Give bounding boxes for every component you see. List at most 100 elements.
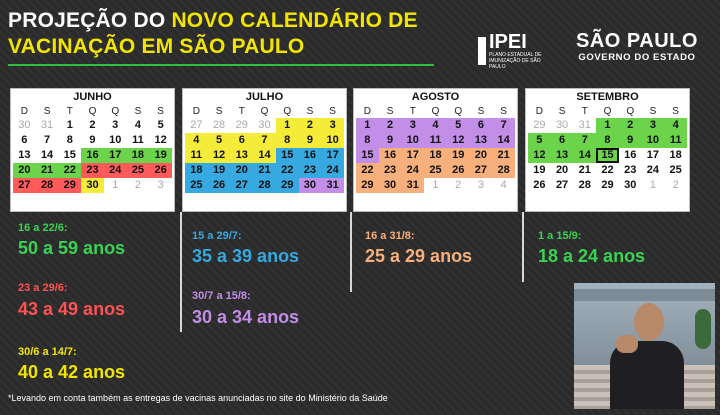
calendar-month-title: JUNHO	[73, 91, 112, 103]
calendar-day: 20	[555, 164, 569, 176]
calendar-day: 21	[253, 163, 276, 178]
calendar-day: 24	[103, 163, 127, 178]
calendar-day: 16	[624, 149, 637, 161]
group-dates-7: 1 a 15/9:	[538, 230, 582, 242]
group-ages-4: 35 a 39 anos	[192, 246, 300, 266]
calendar-day: 3	[641, 118, 665, 133]
calendar-day: 26	[149, 163, 172, 178]
calendar-day: 13	[230, 148, 254, 163]
calendar-day: 19	[446, 148, 470, 163]
group-dates-2: 23 a 29/6:	[18, 282, 68, 294]
weekday-header: Q	[88, 106, 97, 117]
group-ages-3: 40 a 42 anos	[18, 362, 126, 382]
calendar-day: 25	[185, 178, 208, 193]
calendar-day: 22	[601, 164, 614, 176]
calendar-day: 2	[378, 118, 402, 133]
calendar-day: 18	[669, 149, 682, 161]
calendar-day: 17	[646, 149, 660, 161]
title-underline	[8, 64, 434, 66]
calendar-day: 3	[112, 119, 119, 131]
weekday-header: T	[581, 106, 588, 117]
calendar-day: 27	[13, 178, 36, 193]
weekday-header: Q	[454, 106, 463, 117]
calendar-day: 19	[207, 163, 231, 178]
calendar-day: 5	[446, 118, 470, 133]
calendar-day: 9	[89, 134, 96, 146]
calendar-day: 1	[596, 118, 619, 133]
weekday-header: S	[477, 106, 485, 117]
calendar-day: 11	[664, 133, 687, 148]
calendar-day: 2	[134, 179, 141, 191]
calendar-day: 14	[492, 133, 515, 148]
calendar-day: 27	[555, 179, 569, 191]
calendar-grid: D S T Q Q S S 1 2 3 4 5 6 7 8 9 10 11 12 13 14 15 16 17 18 19 20 21…	[356, 104, 515, 193]
weekday-header: S	[215, 106, 223, 117]
calendar-june: JUNHO D S T Q Q S S 30 31 1 2 3 4 5 6 7 8 9 10 11 12 13 14 15 16 1…	[10, 88, 175, 212]
calendar-day: 6	[230, 133, 254, 148]
calendar-day: 31	[321, 178, 344, 193]
weekday-header: S	[672, 106, 679, 117]
calendar-day: 5	[157, 119, 164, 131]
weekday-header: S	[43, 106, 51, 117]
weekday-header: S	[649, 106, 657, 117]
calendar-day: 21	[35, 163, 59, 178]
calendar-day: 6	[21, 134, 28, 146]
calendar-day: 4	[424, 118, 447, 133]
weekday-header: D	[20, 106, 28, 117]
calendar-day: 9	[298, 133, 322, 148]
calendar-day: 1	[66, 119, 73, 131]
weekday-header: Q	[431, 106, 440, 117]
calendar-day: 2	[618, 118, 642, 133]
calendar-day: 29	[275, 178, 299, 193]
calendar-day: 27	[230, 178, 254, 193]
calendar-grid: D S T Q Q S S 27 28 29 30 1 2 3 4 5 6 7 8 9 10 11 12 13 14 15 16 17…	[185, 104, 344, 193]
calendar-day: 3	[321, 118, 344, 133]
weekday-header: Q	[260, 106, 269, 117]
calendar-day: 30	[378, 178, 402, 193]
calendar-day: 25	[126, 163, 150, 178]
calendar-day: 28	[253, 178, 276, 193]
calendar-day: 20	[469, 148, 493, 163]
calendar-day: 8	[596, 133, 619, 148]
calendar-day: 28	[212, 119, 226, 131]
sign-language-video	[574, 283, 715, 409]
calendar-day: 16	[298, 148, 322, 163]
calendar-day: 27	[469, 163, 493, 178]
calendar-day: 26	[533, 179, 546, 191]
calendar-july: JULHO D S T Q Q S S 27 28 29 30 1 2 3 4 5 6 7 8 9 10 11 12 13 14 1…	[182, 88, 347, 212]
calendar-day: 5	[528, 133, 551, 148]
calendar-day: 6	[469, 118, 493, 133]
calendar-day: 30	[258, 119, 271, 131]
calendar-day: 2	[455, 179, 462, 191]
weekday-header: S	[386, 106, 394, 117]
calendar-day: 31	[578, 119, 591, 131]
weekday-header: T	[238, 106, 245, 117]
calendar-day: 20	[230, 163, 254, 178]
group-ages-2: 43 a 49 anos	[18, 299, 126, 319]
calendar-day: 10	[321, 133, 344, 148]
calendar-day: 22	[275, 163, 299, 178]
calendar-day: 29	[235, 119, 248, 131]
plant-decoration	[695, 309, 711, 349]
calendar-day: 30	[555, 119, 569, 131]
group-dates-5: 30/7 a 15/8:	[192, 290, 251, 302]
calendar-grid: D S T Q Q S S 30 31 1 2 3 4 5 6 7 8 9 10 11 12 13 14 15 16 17 18 19…	[13, 104, 172, 193]
divider	[522, 212, 524, 282]
calendar-day: 31	[40, 119, 54, 131]
interpreter-head	[634, 303, 664, 341]
group-dates-3: 30/6 a 14/7:	[18, 346, 77, 358]
calendar-day: 14	[573, 148, 597, 163]
calendar-grid: D S T Q Q S S 29 30 31 1 2 3 4 5 6 7 8 9 10 11 12 13 14 15 16 17 18…	[528, 104, 687, 193]
calendar-day: 26	[207, 178, 231, 193]
calendar-day: 24	[401, 163, 425, 178]
weekday-header: S	[329, 106, 336, 117]
calendar-day: 22	[58, 163, 82, 178]
calendar-day: 7	[573, 133, 597, 148]
weekday-header: Q	[626, 106, 635, 117]
calendar-day: 18	[185, 163, 208, 178]
calendar-day: 10	[401, 133, 425, 148]
calendar-month-title: JULHO	[245, 91, 284, 103]
calendar-day: 7	[492, 118, 515, 133]
calendar-day: 1	[275, 118, 299, 133]
calendar-day: 20	[13, 163, 36, 178]
